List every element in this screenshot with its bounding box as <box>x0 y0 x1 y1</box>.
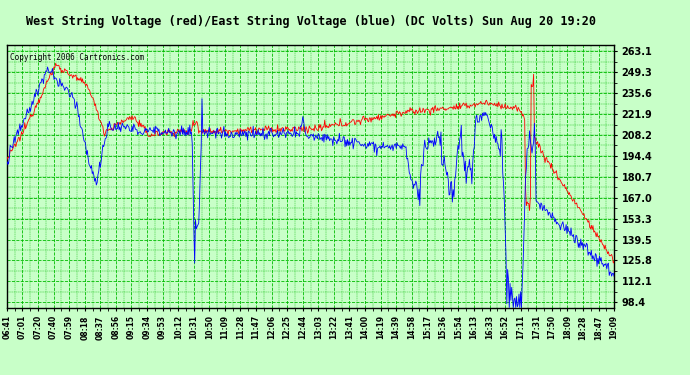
Text: Copyright 2006 Cartronics.com: Copyright 2006 Cartronics.com <box>10 53 144 62</box>
Text: West String Voltage (red)/East String Voltage (blue) (DC Volts) Sun Aug 20 19:20: West String Voltage (red)/East String Vo… <box>26 15 595 28</box>
